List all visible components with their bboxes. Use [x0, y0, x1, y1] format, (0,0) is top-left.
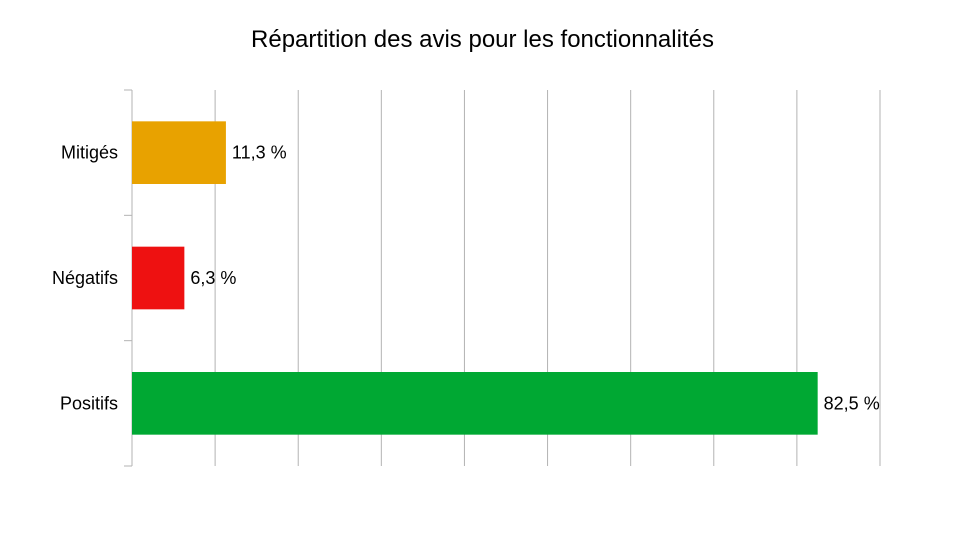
- category-label: Positifs: [60, 393, 118, 413]
- data-label: 82,5 %: [824, 393, 880, 413]
- chart-title: Répartition des avis pour les fonctionna…: [251, 26, 714, 53]
- bar: [132, 372, 818, 435]
- labels: Mitigés 11,3 % Négatifs 6,3 % Positifs 82,5 %: [52, 143, 880, 414]
- bar: [132, 246, 185, 310]
- category-axis: [124, 89, 133, 467]
- data-label: 6,3 %: [190, 268, 236, 288]
- category-label: Mitigés: [61, 143, 118, 163]
- bar: [132, 121, 226, 184]
- data-label: 11,3 %: [232, 143, 287, 163]
- bars: [132, 121, 818, 435]
- category-label: Négatifs: [52, 268, 118, 288]
